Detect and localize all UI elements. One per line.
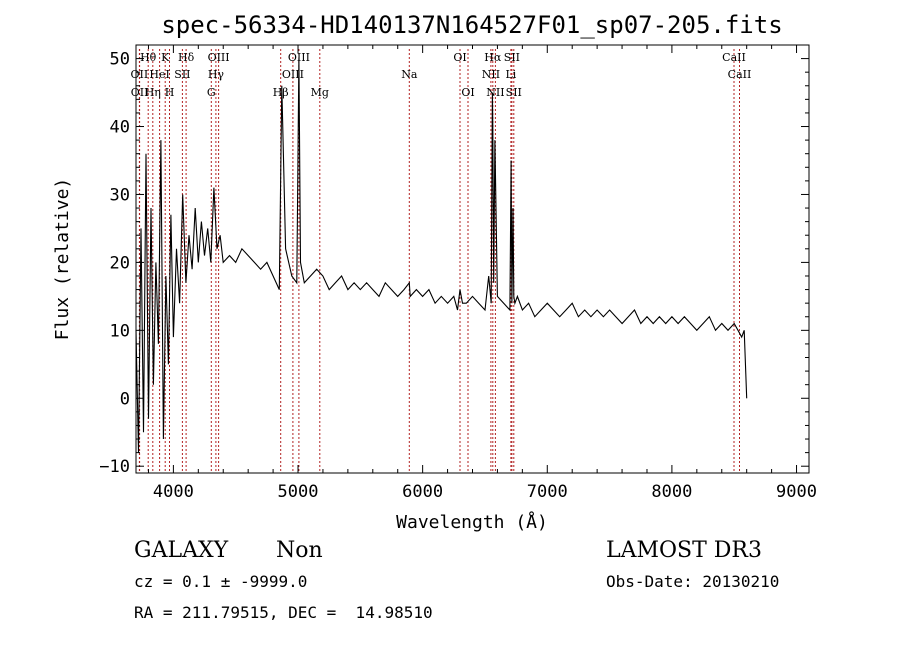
emission-line-label: CaII — [722, 51, 746, 64]
emission-line-label: Hα — [484, 51, 502, 64]
emission-line-label: Hδ — [178, 51, 195, 64]
emission-line-label: OI — [461, 86, 474, 99]
observation-date: Obs-Date: 20130210 — [606, 572, 780, 591]
emission-line-label: Mg — [311, 86, 329, 99]
emission-line-label: G — [207, 86, 216, 99]
y-tick-label: 20 — [110, 253, 130, 273]
emission-line-label: OI — [453, 51, 466, 64]
emission-line-label: NII — [486, 86, 504, 99]
emission-line-label: NII — [482, 68, 500, 81]
emission-line-label: Hγ — [208, 68, 225, 81]
chart-title: spec-56334-HD140137N164527F01_sp07-205.f… — [161, 11, 782, 39]
emission-line-label: OIII — [282, 68, 304, 81]
emission-line-label: Hη — [145, 86, 161, 99]
emission-line-label: K — [161, 51, 170, 64]
emission-line-label: OII — [131, 68, 149, 81]
emission-line-markers — [138, 49, 740, 473]
y-tick-label: 40 — [110, 118, 130, 138]
y-tick-label: −10 — [99, 457, 130, 477]
emission-line-label: Hθ — [140, 51, 157, 64]
coordinates-readout: RA = 211.79515, DEC = 14.98510 — [134, 603, 433, 622]
y-tick-label: 30 — [110, 185, 130, 205]
emission-line-label: CaII — [728, 68, 752, 81]
x-tick-label: 4000 — [153, 482, 194, 502]
emission-line-labels: OII OII Hθ HeI Hη K H Hδ SII G OIII Hγ Hβ OIII OIII Mg N… — [131, 51, 752, 99]
emission-line-label: Li — [505, 68, 516, 81]
spectrum-line — [135, 58, 748, 453]
x-tick-label: 5000 — [278, 482, 319, 502]
x-tick-label: 8000 — [651, 482, 692, 502]
emission-line-label: H — [165, 86, 175, 99]
emission-line-label: OIII — [288, 51, 310, 64]
emission-line-label: SII — [506, 86, 522, 99]
x-axis-ticks: 4000 5000 6000 7000 8000 9000 — [147, 45, 817, 502]
emission-line-label: Hβ — [273, 86, 289, 99]
redshift-readout: cz = 0.1 ± -9999.0 — [134, 572, 308, 591]
emission-line-label: OII — [131, 86, 149, 99]
spectrum-chart: spec-56334-HD140137N164527F01_sp07-205.f… — [52, 11, 817, 533]
x-tick-label: 7000 — [527, 482, 568, 502]
emission-line-label: HeI — [149, 68, 169, 81]
x-tick-label: 6000 — [402, 482, 443, 502]
y-tick-label: 50 — [110, 50, 130, 70]
emission-line-label: Na — [401, 68, 418, 81]
x-axis-label: Wavelength (Å) — [396, 511, 548, 533]
object-subclass: Non — [276, 538, 323, 563]
x-tick-label: 9000 — [776, 482, 817, 502]
emission-line-label: OIII — [208, 51, 230, 64]
y-axis-label: Flux (relative) — [52, 178, 73, 341]
emission-line-label: SII — [504, 51, 520, 64]
y-tick-label: 0 — [120, 389, 130, 409]
object-class: GALAXY — [134, 538, 229, 563]
y-axis-ticks: −10 0 10 20 30 40 50 — [99, 50, 809, 477]
y-tick-label: 10 — [110, 321, 130, 341]
survey-name: LAMOST DR3 — [606, 538, 762, 563]
emission-line-label: SII — [174, 68, 190, 81]
